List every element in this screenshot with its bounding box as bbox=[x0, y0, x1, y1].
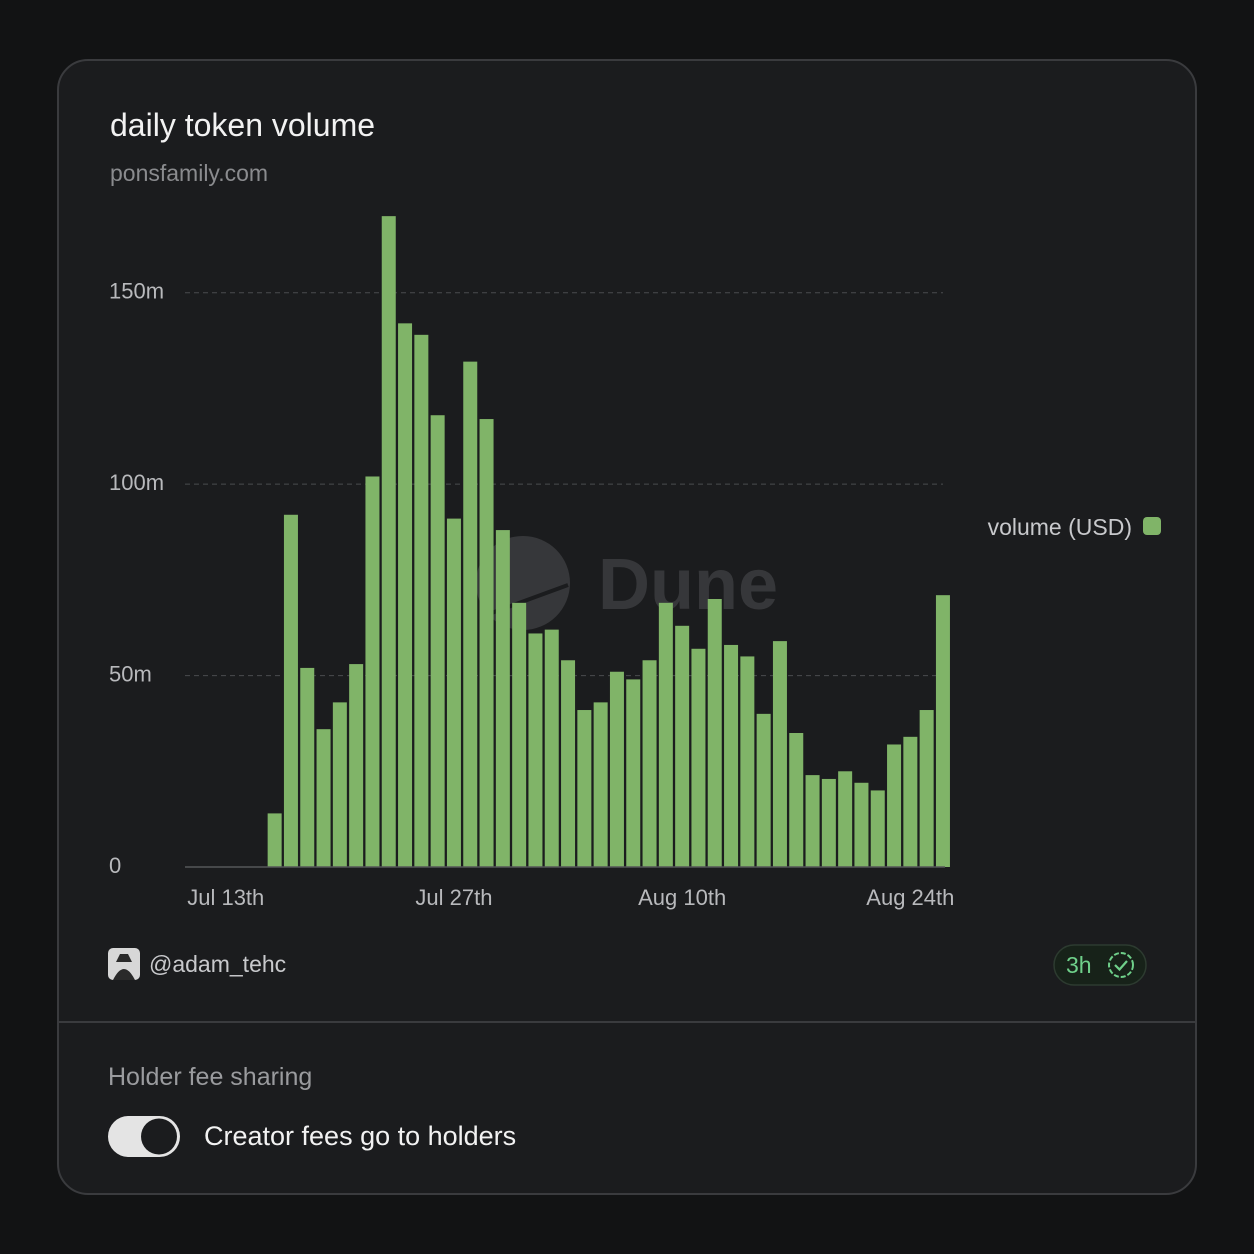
x-tick-label: Aug 10th bbox=[638, 885, 726, 910]
bar bbox=[609, 671, 624, 867]
bar bbox=[365, 476, 380, 867]
bar bbox=[772, 641, 787, 867]
bar bbox=[854, 782, 869, 867]
bar bbox=[446, 518, 461, 867]
bar bbox=[463, 361, 478, 867]
watermark-text: Dune bbox=[598, 545, 778, 625]
bar bbox=[658, 602, 673, 867]
bar bbox=[805, 775, 820, 867]
bar bbox=[512, 602, 527, 867]
avatar-figure bbox=[113, 954, 135, 980]
bar bbox=[398, 323, 413, 867]
x-tick-label: Jul 27th bbox=[415, 885, 492, 910]
settings-heading: Holder fee sharing bbox=[108, 1063, 312, 1091]
bar bbox=[642, 660, 657, 867]
bar bbox=[707, 599, 722, 867]
bar bbox=[283, 514, 298, 867]
bar bbox=[316, 729, 331, 867]
bar bbox=[838, 771, 853, 867]
author-name: @adam_tehc bbox=[149, 951, 286, 977]
badge-text: 3h bbox=[1066, 952, 1092, 978]
bar bbox=[821, 778, 836, 867]
bar bbox=[691, 648, 706, 867]
bar bbox=[675, 625, 690, 867]
y-tick-label: 0 bbox=[109, 853, 121, 878]
x-tick-label: Jul 13th bbox=[187, 885, 264, 910]
y-tick-label: 50m bbox=[109, 661, 152, 686]
chart-subtitle: ponsfamily.com bbox=[110, 160, 268, 186]
y-tick-label: 100m bbox=[109, 470, 164, 495]
bar bbox=[332, 702, 347, 867]
bar bbox=[724, 644, 739, 867]
legend-label: volume (USD) bbox=[988, 514, 1132, 540]
bar bbox=[789, 733, 804, 867]
bar bbox=[414, 334, 429, 867]
bar bbox=[381, 216, 396, 868]
bar bbox=[561, 660, 576, 867]
bar bbox=[756, 713, 771, 867]
legend-swatch bbox=[1143, 517, 1161, 535]
toggle[interactable] bbox=[108, 1116, 180, 1157]
badge bbox=[1053, 944, 1147, 986]
bar bbox=[349, 664, 364, 867]
bar bbox=[935, 595, 950, 867]
bar bbox=[870, 790, 885, 867]
x-tick-label: Aug 24th bbox=[866, 885, 954, 910]
bar bbox=[740, 656, 755, 867]
bar bbox=[495, 530, 510, 867]
avatar bbox=[108, 948, 140, 980]
card bbox=[57, 59, 1197, 1195]
bar bbox=[919, 710, 934, 867]
bar bbox=[300, 667, 315, 867]
bar bbox=[544, 629, 559, 867]
bar bbox=[479, 419, 494, 867]
bar bbox=[593, 702, 608, 867]
bar bbox=[577, 710, 592, 867]
badge-icon bbox=[1108, 952, 1134, 978]
bar bbox=[528, 633, 543, 867]
bar bbox=[887, 744, 902, 867]
toggle-label: Creator fees go to holders bbox=[204, 1121, 516, 1151]
toggle-knob bbox=[141, 1118, 177, 1155]
bar bbox=[626, 679, 641, 867]
y-tick-label: 150m bbox=[109, 279, 164, 304]
bar bbox=[430, 415, 445, 867]
badge-check bbox=[1114, 960, 1128, 972]
plot: 0 50m 100m 150m Jul 13th Jul 27th Aug 10th Aug … bbox=[109, 216, 954, 910]
bar bbox=[267, 813, 282, 867]
bar bbox=[903, 736, 918, 867]
chart-title: daily token volume bbox=[110, 107, 375, 143]
author[interactable]: @adam_tehc bbox=[108, 948, 286, 980]
